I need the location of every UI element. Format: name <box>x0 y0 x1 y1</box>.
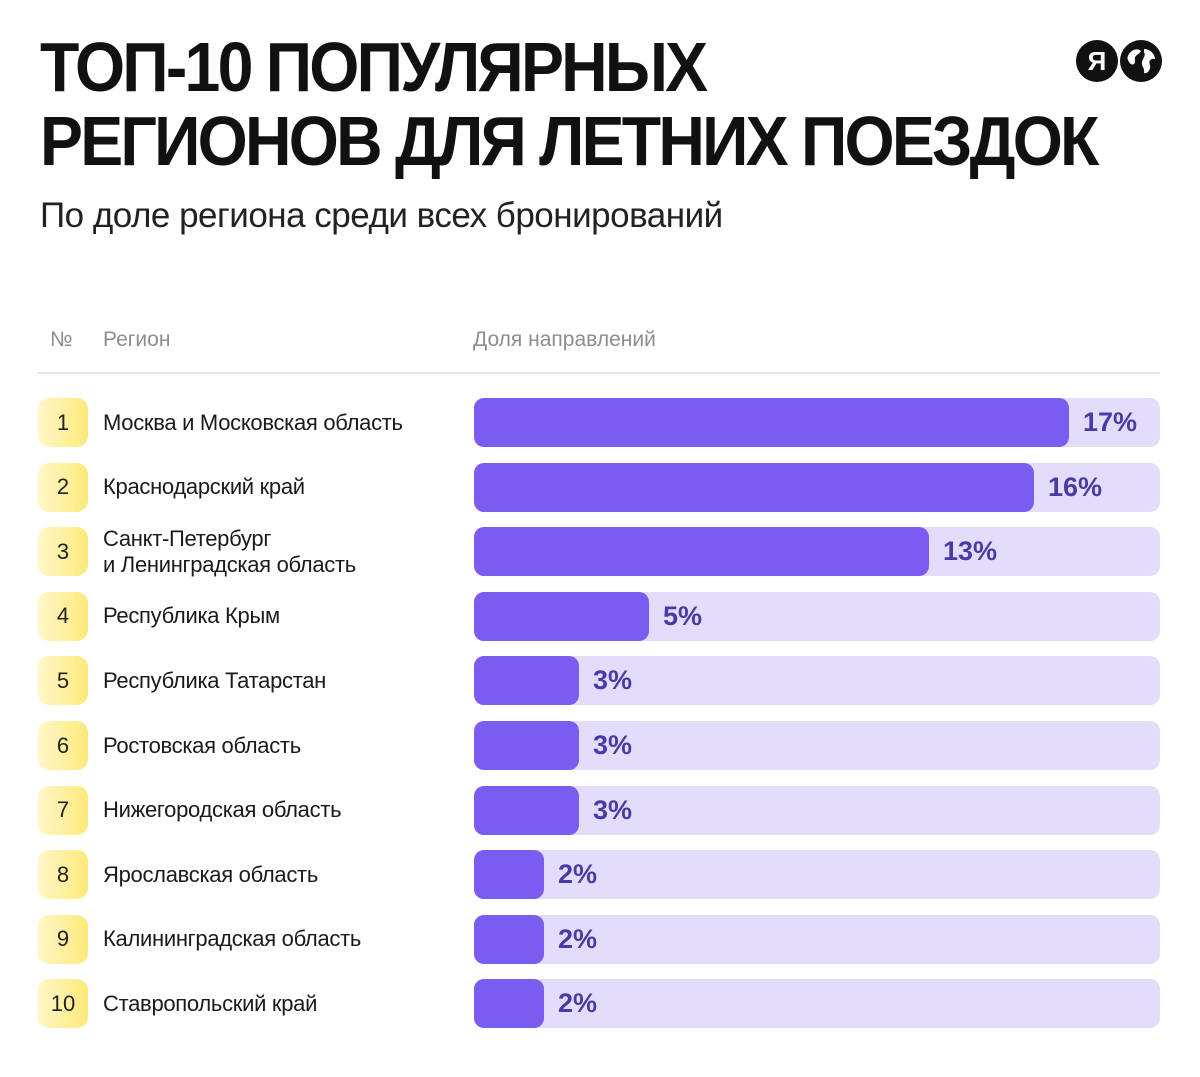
chart-row: 10 Ставропольский край 2% <box>0 979 1200 1029</box>
value-label: 3% <box>593 730 633 760</box>
title-line-2: РЕГИОНОВ ДЛЯ ЛЕТНИХ ПОЕЗДОК <box>40 102 1099 180</box>
chart-row: 3 Санкт-Петербург и Ленинградская область 1… <box>0 525 1200 577</box>
column-header-number: № <box>50 328 73 351</box>
bar-track <box>474 656 1160 706</box>
rank-badge: 6 <box>38 721 88 770</box>
value-label: 17% <box>1083 407 1138 437</box>
header-divider <box>38 372 1160 374</box>
bar <box>474 979 544 1029</box>
chart-row: 4 Республика Крым 5% <box>0 591 1200 641</box>
rank-badge: 2 <box>38 462 88 512</box>
subtitle: По доле региона среди всех бронирований <box>40 196 723 235</box>
bar <box>474 850 544 900</box>
bar-track <box>474 850 1160 900</box>
value-label: 2% <box>558 859 598 890</box>
rank-badge: 4 <box>38 591 88 641</box>
bar <box>474 656 579 706</box>
region-label: Ярославская область <box>103 861 318 887</box>
column-header-share: Доля направлений <box>473 328 656 351</box>
chart-row: 8 Ярославская область 2% <box>0 850 1200 900</box>
yandex-logo-icon: Я <box>1076 40 1118 82</box>
rank-badge: 7 <box>38 785 88 835</box>
bar-track <box>474 979 1160 1029</box>
chart-row: 6 Ростовская область 3% <box>0 721 1200 770</box>
region-label: Краснодарский край <box>103 474 305 500</box>
column-header-region: Регион <box>103 328 171 351</box>
region-label: Республика Татарстан <box>103 667 327 693</box>
region-label: Ставропольский край <box>103 990 318 1016</box>
region-label: Москва и Московская область <box>103 409 403 435</box>
chart-row: 2 Краснодарский край 16% <box>0 462 1200 512</box>
region-label: Республика Крым <box>103 603 280 629</box>
rank-badge: 1 <box>38 398 88 447</box>
rank-badge: 10 <box>38 979 88 1029</box>
region-label: Санкт-Петербург и Ленинградская область <box>103 525 356 577</box>
value-label: 5% <box>663 600 703 631</box>
value-label: 16% <box>1048 471 1103 502</box>
region-label: Калининградская область <box>103 926 362 952</box>
bar <box>474 914 544 964</box>
globe-icon <box>1120 40 1162 82</box>
rank-badge: 5 <box>38 656 88 706</box>
region-label: Ростовская область <box>103 732 301 758</box>
rank-badge: 8 <box>38 850 88 900</box>
bar-track <box>474 721 1160 770</box>
value-label: 2% <box>558 923 598 954</box>
rank-badge: 9 <box>38 914 88 964</box>
bar <box>474 591 649 641</box>
bar-track <box>474 914 1160 964</box>
logos: Я <box>1076 40 1162 82</box>
value-label: 2% <box>558 988 598 1019</box>
bar <box>474 398 1069 447</box>
bar-track <box>474 785 1160 835</box>
value-label: 3% <box>593 794 633 825</box>
chart-row: 5 Республика Татарстан 3% <box>0 656 1200 706</box>
bar <box>474 462 1034 512</box>
value-label: 3% <box>593 665 633 696</box>
title-line-1: ТОП-10 ПОПУЛЯРНЫХ <box>40 28 708 106</box>
rank-badge: 3 <box>38 527 88 577</box>
value-label: 13% <box>943 536 998 567</box>
chart-row: 9 Калининградская область 2% <box>0 914 1200 964</box>
bar <box>474 721 579 770</box>
page-title: ТОП-10 ПОПУЛЯРНЫХ РЕГИОНОВ ДЛЯ ЛЕТНИХ ПО… <box>40 28 1099 180</box>
region-label: Нижегородская область <box>103 797 342 823</box>
bar <box>474 785 579 835</box>
bar <box>474 527 929 577</box>
chart-row: 7 Нижегородская область 3% <box>0 785 1200 835</box>
chart-row: 1 Москва и Московская область 17% <box>0 398 1200 447</box>
